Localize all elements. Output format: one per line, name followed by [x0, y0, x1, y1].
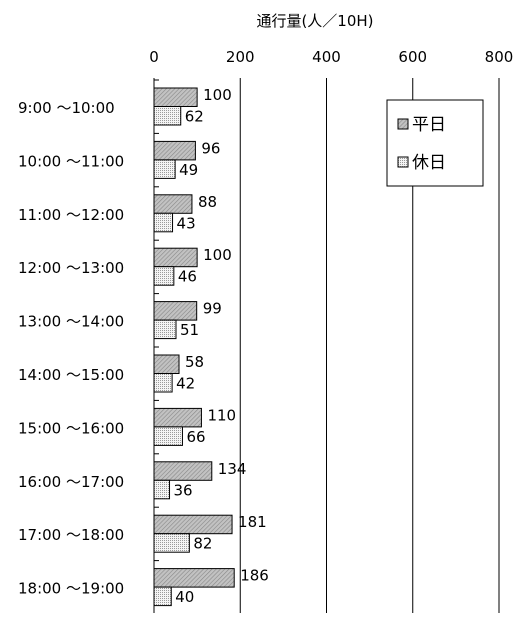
- legend: 平日 休日: [386, 99, 484, 187]
- bar-weekday: [153, 301, 198, 321]
- data-label-holiday: 51: [180, 321, 199, 339]
- bar-holiday: [153, 212, 174, 233]
- legend-box: [386, 99, 484, 187]
- data-label-weekday: 99: [203, 300, 222, 318]
- bar-holiday: [153, 479, 171, 500]
- x-tick-label: 800: [485, 48, 514, 66]
- data-label-holiday: 36: [174, 481, 193, 499]
- legend-label-holiday: 休日: [412, 153, 446, 173]
- x-tick-label: 200: [226, 48, 255, 66]
- y-category-label: 9:00 〜10:00: [18, 99, 115, 117]
- data-label-weekday: 186: [240, 567, 269, 585]
- y-category-label: 18:00 〜19:00: [18, 580, 124, 598]
- y-axis-category-labels: 9:00 〜10:00 10:00 〜11:00 11:00 〜12:00 12:00…: [18, 99, 124, 598]
- y-category-label: 11:00 〜12:00: [18, 206, 124, 224]
- x-axis-tick-labels: 0 200 400 600 800: [149, 48, 513, 66]
- bar-weekday: [153, 461, 213, 481]
- bar-weekday: [153, 140, 196, 161]
- bar-weekday: [153, 87, 198, 107]
- bar-holiday: [153, 319, 177, 340]
- x-tick-label: 600: [398, 48, 427, 66]
- data-label-weekday: 96: [201, 139, 220, 157]
- y-category-label: 16:00 〜17:00: [18, 473, 124, 491]
- bar-holiday: [153, 586, 172, 607]
- x-tick-label: 0: [149, 48, 159, 66]
- y-category-label: 15:00 〜16:00: [18, 419, 124, 437]
- y-category-label: 12:00 〜13:00: [18, 259, 124, 277]
- data-label-weekday: 110: [207, 406, 236, 424]
- legend-swatch-weekday: [397, 118, 409, 130]
- legend-swatch-holiday: [397, 156, 409, 168]
- bar-weekday: [153, 514, 233, 535]
- data-label-weekday: 100: [203, 246, 232, 264]
- bars: [153, 87, 235, 607]
- data-label-holiday: 43: [177, 214, 196, 232]
- bar-weekday: [153, 568, 235, 588]
- data-label-holiday: 66: [186, 428, 205, 446]
- data-label-holiday: 40: [175, 588, 194, 606]
- data-label-weekday: 88: [198, 193, 217, 211]
- data-label-weekday: 100: [203, 86, 232, 104]
- bar-weekday: [153, 407, 202, 428]
- bar-weekday: [153, 354, 180, 374]
- bar-holiday: [153, 533, 190, 553]
- x-tick-label: 400: [312, 48, 341, 66]
- bar-holiday: [153, 373, 173, 393]
- chart-title: 通行量(人／10H): [256, 12, 373, 30]
- bar-holiday: [153, 106, 182, 126]
- y-category-label: 10:00 〜11:00: [18, 152, 124, 170]
- data-label-weekday: 181: [238, 513, 267, 531]
- bar-holiday: [153, 159, 176, 179]
- bar-weekday: [153, 247, 198, 268]
- data-label-weekday: 134: [218, 460, 247, 478]
- bar-weekday: [153, 194, 193, 214]
- data-label-holiday: 82: [193, 535, 212, 553]
- data-label-holiday: 62: [185, 108, 204, 126]
- y-category-label: 14:00 〜15:00: [18, 366, 124, 384]
- y-category-label: 17:00 〜18:00: [18, 526, 124, 544]
- y-category-label: 13:00 〜14:00: [18, 313, 124, 331]
- data-label-holiday: 42: [176, 375, 195, 393]
- bar-holiday: [153, 266, 175, 286]
- data-label-holiday: 49: [179, 161, 198, 179]
- legend-label-weekday: 平日: [412, 115, 446, 135]
- data-label-weekday: 58: [185, 353, 204, 371]
- bar-holiday: [153, 426, 183, 446]
- data-label-holiday: 46: [178, 268, 197, 286]
